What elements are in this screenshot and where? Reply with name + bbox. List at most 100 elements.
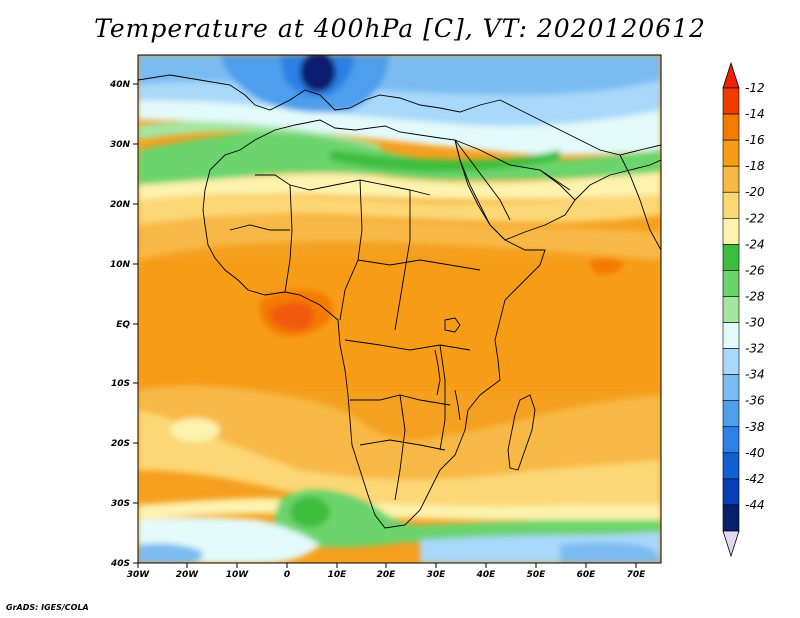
- interior-border-4: [394, 190, 411, 331]
- colorbar-cell: [722, 426, 740, 454]
- latitude-labels: 40N 30N 20N 10N EQ 10S 20S 30S 40S: [109, 80, 131, 569]
- colorbar-label: -44: [745, 498, 765, 512]
- lon-label: 30E: [427, 570, 447, 580]
- colorbar-cell: [722, 322, 740, 349]
- field-south-blue-east: [560, 542, 661, 563]
- field-lightgreen-band: [138, 121, 380, 150]
- colorbar-label: -34: [745, 368, 765, 382]
- map-frame: [137, 54, 662, 564]
- field-tropical-orange: [138, 260, 661, 390]
- interior-border-6: [344, 339, 471, 351]
- india-coastline: [619, 154, 661, 251]
- colorbar-labels: -12 -14 -16 -18 -20 -22 -24 -26 -28 -30 -32 -34 -36 -…: [745, 81, 765, 512]
- colorbar-bottom-arrow: [722, 530, 740, 558]
- field-lightorange-band: [138, 214, 661, 260]
- madagascar-coastline: [507, 394, 536, 471]
- tick-marks: [133, 83, 637, 568]
- field-pale-band: [138, 172, 661, 200]
- field-red-patch-east: [589, 257, 625, 275]
- colorbar-top-arrow: [722, 61, 740, 89]
- interior-border-9: [394, 394, 406, 501]
- field-south-green: [274, 488, 661, 548]
- colorbar-label: -22: [745, 211, 765, 225]
- colorbar-cell: [722, 191, 740, 219]
- lon-label: 50E: [527, 570, 547, 580]
- colorbar-label: -42: [745, 472, 765, 486]
- colorbar-cell: [722, 400, 740, 428]
- lat-label: 10N: [110, 260, 131, 270]
- field-pale-patch-sw: [170, 418, 220, 442]
- grads-credit: GrADS: IGES/COLA: [6, 603, 89, 612]
- colorbar-label: -24: [745, 237, 765, 251]
- colorbar-cell: [722, 113, 740, 141]
- lon-label: 30W: [127, 570, 151, 580]
- colorbar-cell: [722, 244, 740, 271]
- colorbar-label: -32: [745, 342, 765, 356]
- lon-label: 70E: [627, 570, 647, 580]
- colorbar-cell: [722, 296, 740, 323]
- coastlines: [138, 74, 661, 529]
- field-navy-core: [300, 55, 336, 92]
- colorbar-label: -20: [745, 185, 765, 199]
- colorbar-label: -16: [745, 133, 765, 147]
- field-south-blue-west: [138, 543, 203, 563]
- colorbar-cell: [722, 87, 740, 115]
- colorbar-label: -26: [745, 263, 765, 277]
- red-sea-coast: [454, 139, 511, 221]
- colorbar-cells: [722, 87, 740, 532]
- interior-border-8: [359, 439, 446, 451]
- lat-label: 30N: [110, 140, 131, 150]
- lake-malawi: [454, 389, 461, 421]
- colorbar-label: -12: [745, 81, 765, 95]
- colorbar-label: -36: [745, 394, 765, 408]
- field-south-pale: [138, 498, 661, 520]
- lat-label: 20N: [110, 200, 131, 210]
- colorbar-cell: [722, 452, 740, 480]
- lon-label: 40E: [476, 570, 497, 580]
- temperature-field: [138, 55, 661, 563]
- lat-label: EQ: [116, 320, 130, 330]
- colorbar-cell: [722, 165, 740, 193]
- lake-victoria: [444, 317, 461, 333]
- field-yellow-band: [138, 194, 661, 225]
- lon-label: 10E: [328, 570, 348, 580]
- lon-label: 20E: [377, 570, 397, 580]
- colorbar-label: -14: [745, 107, 765, 121]
- field-south-yellow: [138, 410, 661, 510]
- interior-border-11: [229, 224, 290, 231]
- colorbar-cell: [722, 374, 740, 402]
- lat-label: 30S: [111, 499, 130, 509]
- colorbar-label: -40: [745, 446, 765, 460]
- field-red-patch-west: [270, 302, 314, 331]
- lon-label: 10W: [226, 570, 250, 580]
- lat-label: 20S: [111, 439, 130, 449]
- longitude-labels: 30W 20W 10W 0 10E 20E 30E 40E 50E 60E 70…: [127, 570, 646, 580]
- map-title: Temperature at 400hPa [C], VT: 202012061…: [94, 14, 706, 43]
- lat-label: 40S: [110, 559, 130, 569]
- colorbar-label: -18: [745, 159, 765, 173]
- colorbar-cell: [722, 139, 740, 167]
- colorbar: -12 -14 -16 -18 -20 -22 -24 -26 -28 -30 -32 -34 -36 -…: [722, 61, 765, 558]
- lat-label: 10S: [111, 379, 130, 389]
- iran-borderline: [499, 99, 661, 156]
- interior-border-10: [439, 344, 446, 451]
- asia-coastline: [574, 159, 661, 201]
- arabia-coastline: [454, 139, 576, 241]
- africa-coastline: [202, 119, 546, 529]
- field-darkgreen-strip: [330, 150, 560, 172]
- colorbar-cell: [722, 348, 740, 375]
- colorbar-label: -38: [745, 420, 765, 434]
- colorbar-cell: [722, 270, 740, 297]
- colorbar-label: -28: [745, 289, 765, 303]
- lon-label: 60E: [577, 570, 597, 580]
- europe-coastline: [138, 74, 501, 113]
- lake-tanganyika: [434, 349, 441, 396]
- colorbar-cell: [722, 504, 740, 532]
- colorbar-cell: [722, 217, 740, 245]
- gulf-coast: [539, 169, 571, 191]
- lon-label: 20W: [176, 570, 200, 580]
- colorbar-cell: [722, 478, 740, 506]
- colorbar-label: -30: [745, 316, 765, 330]
